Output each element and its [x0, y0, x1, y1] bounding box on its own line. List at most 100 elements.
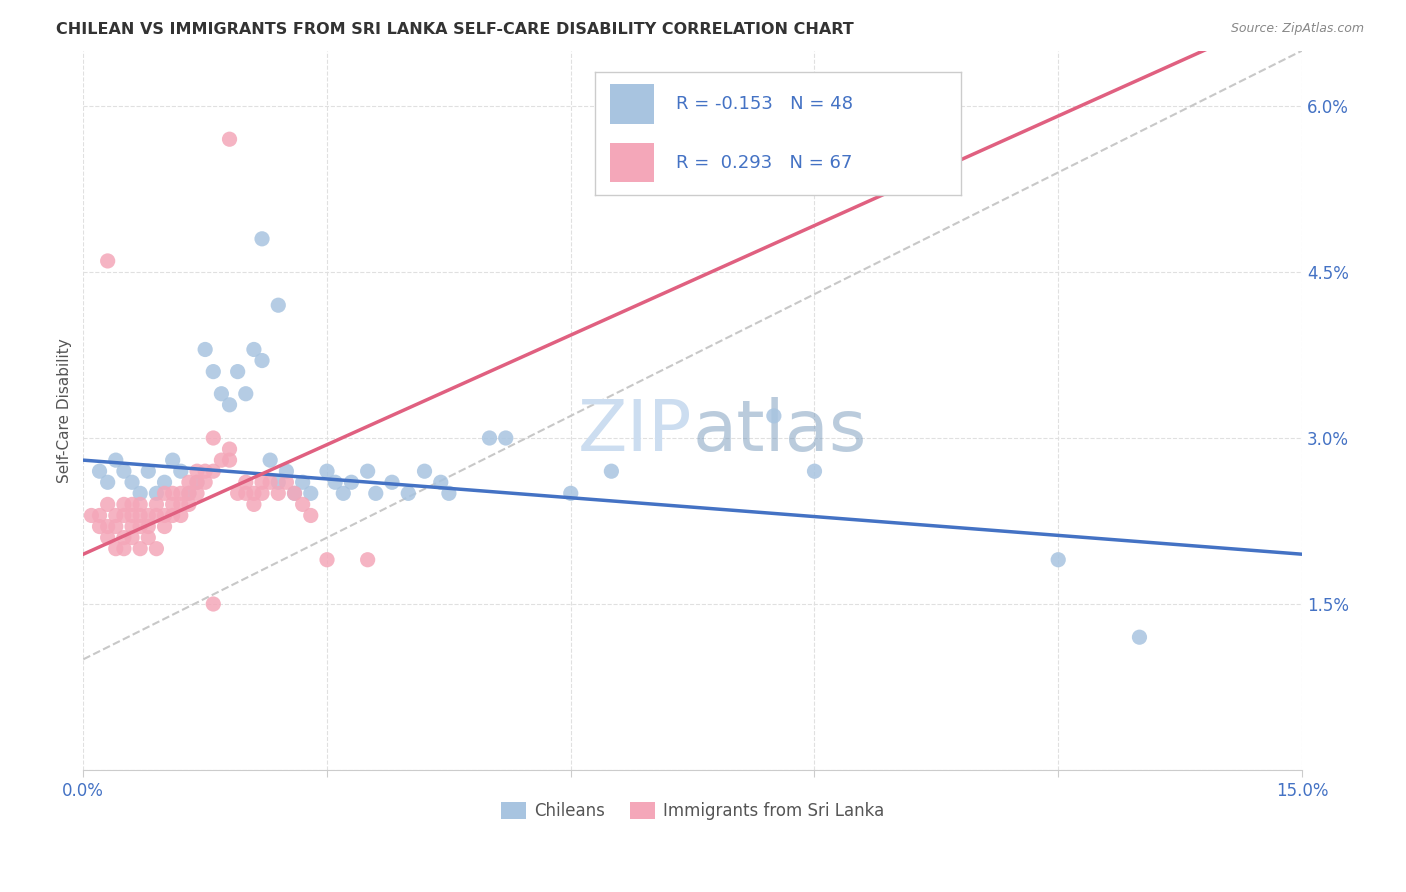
Point: [243, 497, 266, 511]
Point: [218, 453, 240, 467]
Point: [177, 486, 200, 500]
Point: [145, 497, 167, 511]
Point: [235, 486, 257, 500]
Point: [186, 475, 208, 490]
Point: [364, 486, 387, 500]
Point: [226, 486, 249, 500]
Point: [129, 486, 152, 500]
Point: [104, 541, 127, 556]
Point: [112, 531, 135, 545]
Point: [153, 475, 176, 490]
Point: [209, 386, 232, 401]
Point: [112, 464, 135, 478]
Point: [202, 365, 225, 379]
Point: [162, 497, 184, 511]
Point: [145, 486, 167, 500]
Point: [145, 541, 167, 556]
Point: [202, 464, 225, 478]
Point: [259, 453, 281, 467]
Point: [299, 486, 322, 500]
Point: [478, 431, 501, 445]
Point: [259, 475, 281, 490]
Point: [121, 497, 143, 511]
Text: Source: ZipAtlas.com: Source: ZipAtlas.com: [1230, 22, 1364, 36]
Point: [186, 464, 208, 478]
Text: ZIP: ZIP: [578, 398, 693, 467]
Point: [136, 508, 159, 523]
Point: [170, 464, 193, 478]
Point: [267, 298, 290, 312]
Point: [194, 343, 217, 357]
Point: [323, 475, 346, 490]
Point: [291, 475, 314, 490]
Point: [121, 531, 143, 545]
Point: [267, 486, 290, 500]
Point: [129, 497, 152, 511]
Point: [162, 453, 184, 467]
Point: [235, 475, 257, 490]
Point: [413, 464, 436, 478]
Point: [97, 519, 120, 533]
Point: [153, 519, 176, 533]
Point: [600, 464, 623, 478]
Point: [332, 486, 354, 500]
Point: [89, 519, 111, 533]
Point: [170, 508, 193, 523]
Point: [121, 508, 143, 523]
Point: [381, 475, 404, 490]
Point: [170, 486, 193, 500]
Point: [762, 409, 785, 423]
Point: [121, 475, 143, 490]
Point: [291, 497, 314, 511]
Point: [316, 553, 339, 567]
Point: [299, 508, 322, 523]
Point: [356, 464, 378, 478]
Point: [250, 486, 273, 500]
Point: [136, 464, 159, 478]
Point: [202, 597, 225, 611]
Point: [429, 475, 451, 490]
Point: [276, 464, 298, 478]
Point: [121, 519, 143, 533]
Point: [437, 486, 460, 500]
Y-axis label: Self-Care Disability: Self-Care Disability: [58, 338, 72, 483]
Point: [177, 486, 200, 500]
Point: [194, 475, 217, 490]
Point: [104, 519, 127, 533]
Point: [97, 497, 120, 511]
Point: [136, 531, 159, 545]
Point: [316, 464, 339, 478]
Point: [194, 464, 217, 478]
Point: [235, 386, 257, 401]
Point: [283, 486, 305, 500]
Point: [177, 497, 200, 511]
Point: [218, 442, 240, 456]
Point: [356, 553, 378, 567]
Point: [145, 508, 167, 523]
Point: [396, 486, 419, 500]
Point: [129, 519, 152, 533]
Point: [218, 398, 240, 412]
Point: [89, 508, 111, 523]
Point: [560, 486, 582, 500]
Point: [495, 431, 517, 445]
Point: [112, 497, 135, 511]
Point: [104, 508, 127, 523]
Point: [243, 486, 266, 500]
Point: [112, 541, 135, 556]
Point: [250, 232, 273, 246]
Point: [104, 453, 127, 467]
Point: [202, 431, 225, 445]
Point: [129, 541, 152, 556]
Point: [1047, 553, 1070, 567]
Point: [136, 519, 159, 533]
Point: [186, 486, 208, 500]
Point: [267, 475, 290, 490]
Point: [89, 464, 111, 478]
Text: atlas: atlas: [693, 398, 868, 467]
Point: [243, 343, 266, 357]
Point: [1128, 630, 1150, 644]
Point: [97, 254, 120, 268]
Point: [97, 475, 120, 490]
Point: [209, 453, 232, 467]
